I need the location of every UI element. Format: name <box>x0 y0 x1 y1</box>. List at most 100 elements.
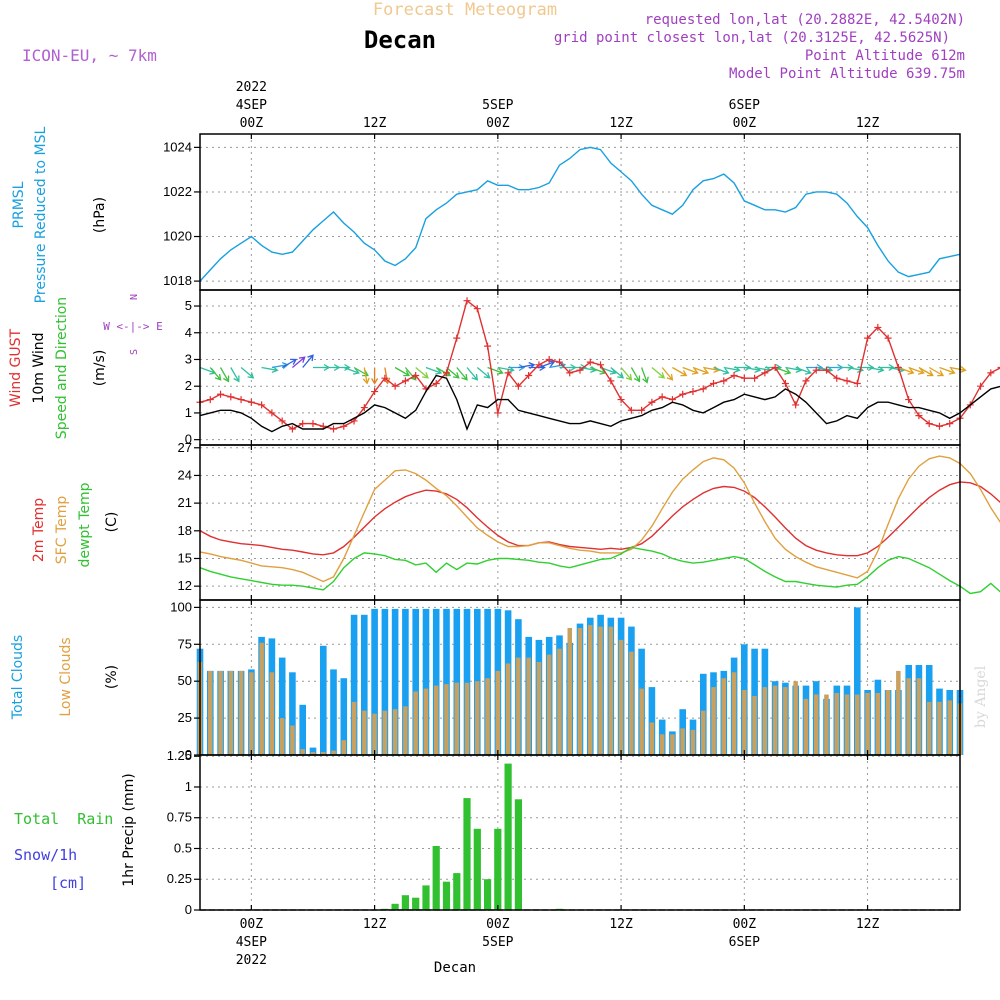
gust-point <box>278 417 286 425</box>
low-cloud-bar <box>762 687 768 755</box>
low-cloud-bar <box>577 628 583 755</box>
low-clouds-label: Low Clouds <box>58 637 74 716</box>
gust-point <box>566 369 574 377</box>
model-point-altitude: Model Point Altitude 639.75m <box>729 66 965 82</box>
gust-point <box>258 401 266 409</box>
wind-direction-arrow <box>291 356 306 368</box>
wind-direction-arrow <box>281 358 298 369</box>
gust-point <box>751 374 759 382</box>
y-tick-label: 1024 <box>163 139 192 154</box>
low-cloud-bar <box>629 651 634 755</box>
low-cloud-bar <box>926 701 932 755</box>
rain-bar <box>504 763 512 910</box>
product-title: Forecast Meteogram <box>373 0 557 20</box>
gust-point <box>247 398 255 406</box>
wind-gust-label: Wind GUST <box>8 328 24 407</box>
total-cloud-bar <box>402 608 409 755</box>
low-cloud-bar <box>742 690 747 755</box>
gust-point <box>710 380 718 388</box>
compass-s: S <box>129 349 140 355</box>
wind-direction-arrow <box>661 367 674 381</box>
gust-point <box>309 420 317 428</box>
gust-point <box>514 382 522 390</box>
snow-label: Snow/1h <box>14 846 77 864</box>
compass-we: W <-|-> E <box>103 320 163 333</box>
rain-bar <box>514 799 522 910</box>
cloud-labels: Total Clouds Low Clouds (%) <box>10 635 120 720</box>
wind-direction-arrow <box>362 367 370 385</box>
y-tick-label: 25 <box>178 710 192 725</box>
y-tick-label: 50 <box>178 673 192 688</box>
pressure-unit: (hPa) <box>92 197 108 233</box>
wind-direction-arrow <box>610 367 625 379</box>
location-title: Decan <box>364 26 436 54</box>
total-cloud-bar <box>350 614 358 755</box>
wind-direction-arrow <box>928 366 945 377</box>
wind-direction-arrow <box>774 366 792 375</box>
y-tick-label: 0 <box>185 747 192 762</box>
gust-point <box>484 342 492 350</box>
low-cloud-bar <box>495 670 501 755</box>
wind-direction-arrow <box>908 366 925 375</box>
low-cloud-bar <box>546 654 552 755</box>
total-cloud-bar <box>422 608 430 755</box>
panel-frame-pressure <box>199 133 961 291</box>
rain-bar <box>412 897 420 910</box>
y-tick-label: 1 <box>185 779 192 794</box>
gust-point <box>288 425 296 433</box>
precip-labels: Total Rain Snow/1h [cm] 1hr Precip (mm) <box>14 773 137 892</box>
y-tick-label: 3 <box>185 351 192 366</box>
gust-point <box>412 372 420 380</box>
wind-direction-arrow <box>446 367 460 379</box>
gust-point <box>781 380 789 388</box>
low-cloud-bar <box>218 670 223 755</box>
wind-direction-arrow <box>261 366 279 374</box>
gust-point <box>853 380 861 388</box>
series-line-sfc-temp <box>199 455 1000 583</box>
total-cloud-bar <box>391 608 399 755</box>
wind-direction-arrow <box>620 367 633 381</box>
sfc-temp-label: SFC Temp <box>54 496 70 565</box>
gust-point <box>607 377 615 385</box>
total-cloud-bar <box>289 672 296 755</box>
wind-direction-arrow <box>425 366 443 375</box>
low-cloud-bar <box>844 694 850 755</box>
wind10-label: 10m Wind <box>31 332 47 403</box>
wind-direction-arrow <box>795 366 812 375</box>
total-cloud-bar <box>330 669 337 755</box>
gust-point <box>658 393 666 401</box>
wind-direction-arrow <box>692 366 710 375</box>
low-cloud-bar <box>588 625 593 755</box>
dewpt-label: dewpt Temp <box>77 482 93 567</box>
low-cloud-bar <box>865 693 870 755</box>
bottom-time-label: 5SEP <box>482 935 513 950</box>
requested-point: requested lon,lat (20.2882E, 42.5402N) <box>645 12 965 28</box>
y-tick-label: 1020 <box>163 229 192 244</box>
bottom-time-label: 4SEP <box>236 935 267 950</box>
gust-point <box>720 377 728 385</box>
series-line-dewpt-temp <box>199 546 1000 595</box>
gust-point <box>679 390 687 398</box>
bottom-time-label: 12Z <box>856 917 880 932</box>
low-cloud-bar <box>557 648 562 755</box>
low-cloud-bar <box>372 713 377 755</box>
y-tick-label: 0.75 <box>167 810 192 825</box>
rain-bar <box>401 895 409 910</box>
total-clouds-label: Total Clouds <box>10 635 26 720</box>
low-cloud-bar <box>321 752 326 755</box>
low-cloud-bar <box>259 642 264 755</box>
bottom-time-label: 2022 <box>236 953 267 968</box>
total-cloud-bar <box>361 614 368 755</box>
low-cloud-bar <box>362 710 367 755</box>
gust-point <box>473 305 481 313</box>
low-cloud-bar <box>670 734 675 755</box>
low-cloud-bar <box>690 729 696 755</box>
top-time-label: 00Z <box>486 116 510 131</box>
gust-point <box>555 358 563 366</box>
low-cloud-bar <box>464 682 470 755</box>
low-cloud-bar <box>475 681 480 755</box>
wind-labels: Wind GUST 10m Wind Speed and Direction (… <box>8 294 163 439</box>
y-tick-label: 0.5 <box>174 840 192 855</box>
top-time-label: 12Z <box>363 116 387 131</box>
wind-unit: (m/s) <box>92 350 108 387</box>
